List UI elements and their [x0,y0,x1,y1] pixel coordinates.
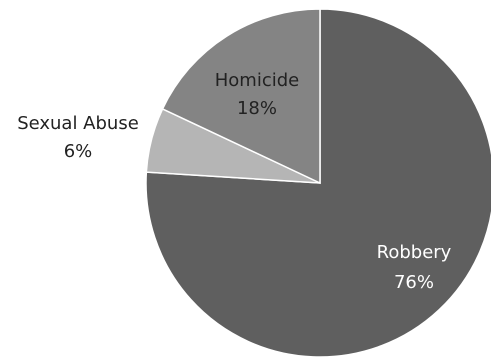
pie-label-value: 6% [64,141,93,162]
pie-label-value: 18% [237,98,277,119]
pie-label-category: Homicide [215,70,299,91]
pie-slices [145,8,491,358]
pie-label-value: 76% [394,272,434,293]
pie-label-category: Robbery [377,242,452,263]
pie-labels: Robbery 76% Sexual Abuse 6% Homicide 18% [17,70,451,293]
pie-slice-homicide [161,8,321,185]
pie-label-category: Sexual Abuse [17,113,139,134]
